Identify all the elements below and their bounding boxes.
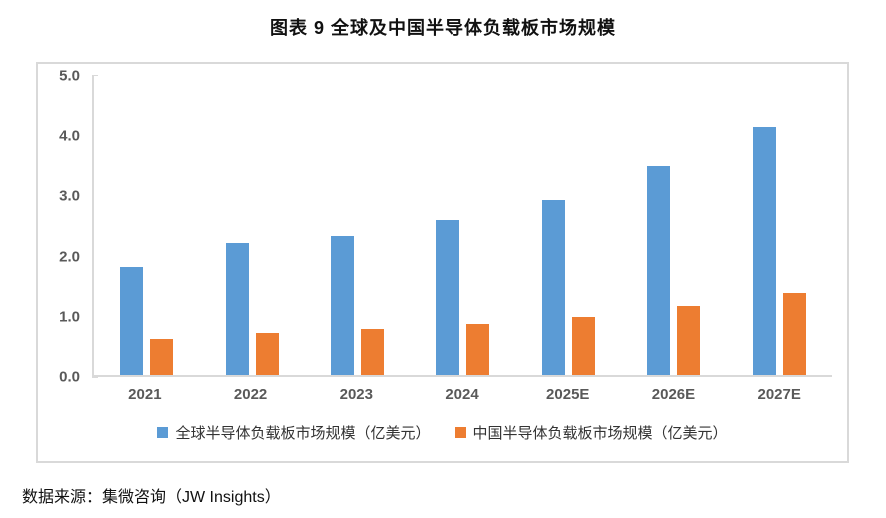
- y-tick-mark: [92, 376, 98, 378]
- source-line: 数据来源：集微咨询（JW Insights）: [22, 489, 281, 506]
- bar-global-2025E: [541, 199, 565, 375]
- y-tick-label: 1.0: [59, 308, 80, 326]
- x-tick-label: 2025E: [546, 386, 590, 403]
- x-axis: 2021 2022 2023 2024 2025E 2026E 2027E: [92, 386, 832, 403]
- legend-swatch-global: [157, 427, 169, 438]
- legend-label: 全球半导体负载板市场规模（亿美元）: [175, 425, 431, 442]
- bar-china-2024: [466, 323, 490, 375]
- bar-group-2027E: [727, 76, 832, 375]
- x-tick-label: 2022: [233, 386, 268, 403]
- bar-global-2023: [331, 235, 355, 375]
- y-tick-label: 4.0: [59, 127, 80, 145]
- bar-china-2023: [361, 328, 385, 375]
- bar-china-2022: [255, 332, 279, 375]
- x-tick-label: 2027E: [757, 386, 801, 403]
- x-tick-label: 2023: [339, 386, 373, 403]
- y-tick-label: 2.0: [59, 248, 80, 266]
- x-tick-label: 2024: [445, 386, 479, 403]
- legend-label: 中国半导体负载板市场规模（亿美元）: [472, 425, 728, 442]
- bar-group-2021: [94, 76, 199, 375]
- bar-china-2027E: [782, 293, 806, 375]
- x-tick-label: 2021: [128, 386, 162, 403]
- bar-group-2025E: [516, 76, 621, 375]
- chart-title: 图表 9 全球及中国半导体负载板市场规模: [269, 18, 616, 38]
- bar-group-2023: [305, 76, 410, 375]
- bar-global-2027E: [752, 126, 776, 375]
- bar-global-2021: [120, 267, 144, 375]
- bar-global-2022: [225, 243, 249, 375]
- bar-global-2024: [436, 219, 460, 375]
- y-tick-label: 0.0: [59, 368, 80, 386]
- x-tick-label: 2026E: [651, 386, 696, 403]
- bar-china-2026E: [677, 306, 701, 375]
- plot-area: [92, 76, 832, 377]
- bar-global-2026E: [647, 165, 671, 375]
- bar-group-2022: [199, 76, 304, 375]
- bar-china-2021: [150, 338, 174, 375]
- legend: 全球半导体负载板市场规模（亿美元） 中国半导体负载板市场规模（亿美元）: [38, 422, 847, 443]
- chart-frame: 5.0 4.0 3.0 2.0 1.0 0.0 2021 2022 2023 2024 2025E…: [36, 62, 849, 463]
- y-axis: 5.0 4.0 3.0 2.0 1.0 0.0: [38, 68, 98, 386]
- bar-group-2024: [410, 76, 515, 375]
- y-tick-label: 5.0: [59, 67, 80, 85]
- y-tick-label: 3.0: [59, 187, 80, 205]
- legend-item: 全球半导体负载板市场规模（亿美元）: [157, 422, 431, 443]
- bar-group-2026E: [621, 76, 726, 375]
- legend-item: 中国半导体负载板市场规模（亿美元）: [454, 422, 728, 443]
- legend-swatch-china: [454, 427, 466, 438]
- bar-china-2025E: [571, 317, 595, 375]
